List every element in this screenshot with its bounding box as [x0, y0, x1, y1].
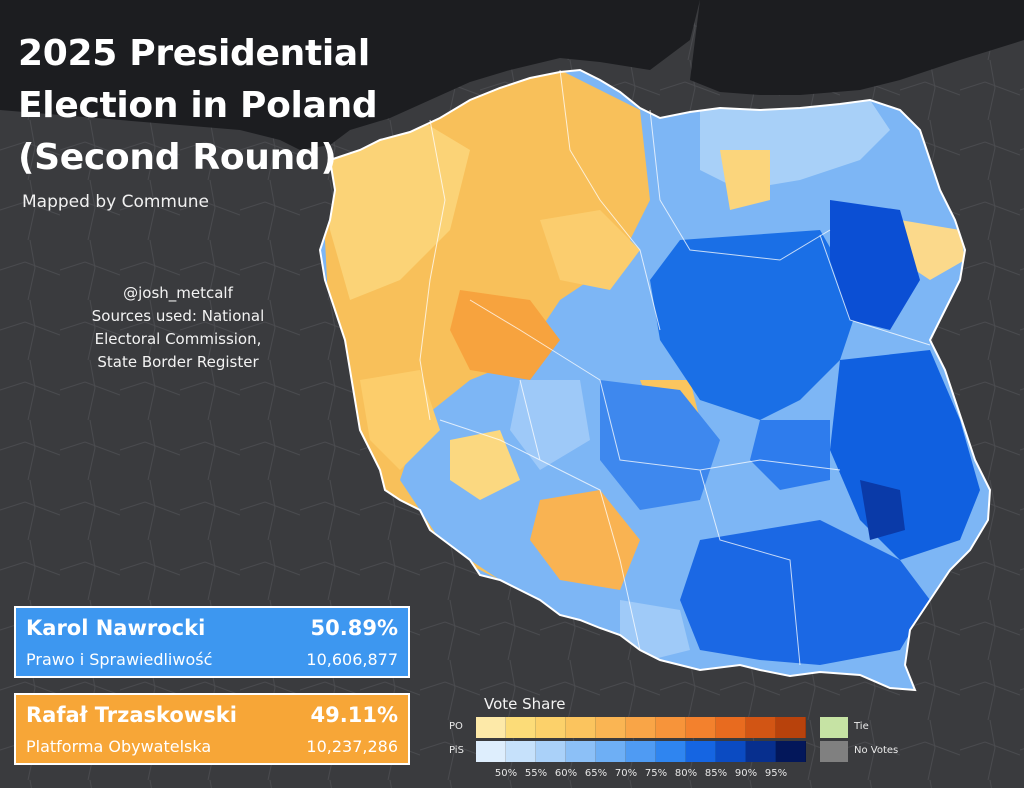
candidate-name: Karol Nawrocki	[26, 616, 206, 640]
legend-tick-label: 70%	[614, 768, 638, 779]
map-subtitle: Mapped by Commune	[22, 192, 209, 212]
map-title: 2025 Presidential Election in Poland (Se…	[18, 33, 378, 178]
candidate-party: Prawo i Sprawiedliwość	[26, 650, 213, 669]
legend-novotes-swatch	[820, 741, 848, 762]
credit-sources-3: State Border Register	[97, 353, 259, 371]
credit-sources-1: Sources used: National	[91, 307, 265, 325]
legend-po-swatch	[716, 717, 746, 738]
credits: @josh_metcalf Sources used: National Ele…	[78, 282, 278, 374]
legend-po-label: PO	[449, 721, 463, 732]
legend-tick-label: 90%	[734, 768, 758, 779]
legend-po-swatch	[686, 717, 716, 738]
candidate-name: Rafał Trzaskowski	[26, 703, 237, 727]
credit-author: @josh_metcalf	[123, 284, 233, 302]
legend-po-scale	[476, 717, 806, 738]
candidate-box-nawrocki: Karol Nawrocki 50.89% Prawo i Sprawiedli…	[14, 606, 410, 678]
legend-po-swatch	[476, 717, 506, 738]
legend-pis-swatch	[746, 741, 776, 762]
legend-pis-swatch	[776, 741, 806, 762]
legend-tick-label: 65%	[584, 768, 608, 779]
credit-sources-2: Electoral Commission,	[94, 330, 262, 348]
candidate-party: Platforma Obywatelska	[26, 737, 212, 756]
legend-tick-label: 50%	[494, 768, 518, 779]
legend-pis-swatch	[596, 741, 626, 762]
legend-tick-label: 85%	[704, 768, 728, 779]
legend-po-swatch	[776, 717, 806, 738]
legend-po-swatch	[506, 717, 536, 738]
legend-tick-label: 75%	[644, 768, 668, 779]
legend-tick-label: 95%	[764, 768, 788, 779]
legend-pis-swatch	[686, 741, 716, 762]
candidate-votes: 10,606,877	[306, 650, 398, 669]
legend-po-swatch	[536, 717, 566, 738]
legend-tick-label: 60%	[554, 768, 578, 779]
legend-tie-swatch	[820, 717, 848, 738]
legend-pis-swatch	[476, 741, 506, 762]
legend-tick-label: 55%	[524, 768, 548, 779]
legend-pis-swatch	[566, 741, 596, 762]
legend-ticks: 50% 55% 60% 65% 70% 75% 80% 85% 90% 95%	[476, 768, 836, 782]
legend-po-swatch	[626, 717, 656, 738]
legend-po-swatch	[746, 717, 776, 738]
legend-pis-swatch	[506, 741, 536, 762]
legend-pis-scale	[476, 741, 806, 762]
candidate-percent: 49.11%	[310, 703, 398, 727]
legend-novotes-label: No Votes	[854, 745, 899, 756]
candidate-box-trzaskowski: Rafał Trzaskowski 49.11% Platforma Obywa…	[14, 693, 410, 765]
legend-pis-swatch	[536, 741, 566, 762]
legend-po-swatch	[596, 717, 626, 738]
legend-po-swatch	[566, 717, 596, 738]
candidate-votes: 10,237,286	[306, 737, 398, 756]
legend-pis-label: PiS	[449, 745, 464, 756]
legend-tick-label: 80%	[674, 768, 698, 779]
legend-po-swatch	[656, 717, 686, 738]
legend-tie-label: Tie	[854, 721, 869, 732]
legend-pis-swatch	[716, 741, 746, 762]
legend-title: Vote Share	[484, 695, 566, 713]
legend-pis-swatch	[626, 741, 656, 762]
candidate-percent: 50.89%	[310, 616, 398, 640]
legend-pis-swatch	[656, 741, 686, 762]
